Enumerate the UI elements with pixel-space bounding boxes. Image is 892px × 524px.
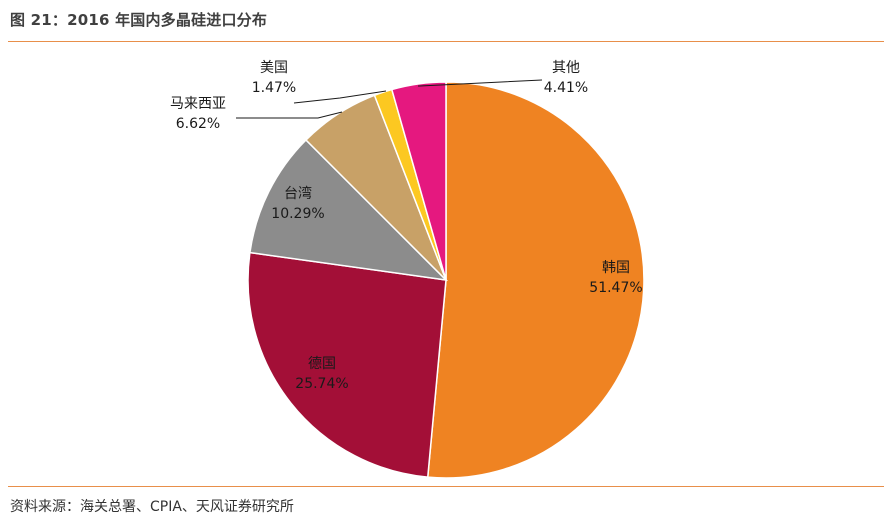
slice-value-label: 1.47% [252, 80, 296, 96]
pie-slice-2 [249, 138, 449, 282]
pie-slices [247, 81, 645, 479]
pie-chart: 韩国 51.47% 德国 25.74% 台湾 10.29% 马来西亚 6.62% 美国 1.47%… [170, 60, 645, 479]
slice-name-label: 马来西亚 [170, 96, 226, 112]
source-divider [8, 486, 884, 487]
leader-lines [236, 79, 543, 119]
slice-value-label: 6.62% [176, 116, 220, 132]
slice-value-label: 4.41% [544, 80, 588, 96]
slice-name-label: 台湾 [284, 185, 312, 202]
slice-value-label: 51.47% [589, 280, 642, 296]
slice-name-label: 其他 [552, 60, 580, 76]
slice-value-label: 10.29% [271, 206, 324, 222]
pie-slice-1 [247, 251, 447, 478]
figure-title: 图 21：2016 年国内多晶硅进口分布 [10, 11, 268, 29]
leader-line-4 [293, 90, 387, 104]
slice-labels: 韩国 51.47% 德国 25.74% 台湾 10.29% 马来西亚 6.62% 美国 1.47%… [170, 60, 643, 392]
slice-name-label: 韩国 [602, 260, 630, 276]
title-divider [8, 41, 884, 42]
pie-slice-5 [390, 81, 447, 281]
leader-line-3 [236, 111, 343, 119]
slice-name-label: 德国 [308, 356, 336, 372]
figure-source: 资料来源：海关总署、CPIA、天风证券研究所 [10, 499, 294, 515]
slice-name-label: 美国 [260, 60, 288, 76]
slice-value-label: 25.74% [295, 376, 348, 392]
leader-line-5 [418, 79, 543, 87]
pie-slice-0 [426, 81, 645, 479]
